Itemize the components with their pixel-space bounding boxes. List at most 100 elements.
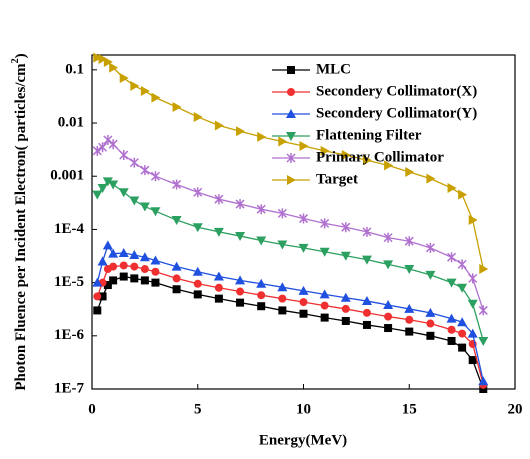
y-tick-label: 1E-7 (54, 380, 85, 396)
marker (129, 250, 140, 260)
legend-marker (286, 153, 296, 163)
marker (478, 305, 488, 316)
legend-label: Target (316, 171, 358, 187)
marker (92, 190, 103, 200)
marker (98, 53, 108, 64)
y-tick-label: 0.01 (58, 114, 84, 130)
marker (405, 315, 414, 324)
legend-label: Primary Collimator (316, 149, 444, 165)
marker (405, 327, 414, 336)
marker (193, 187, 203, 198)
legend-marker (286, 109, 296, 118)
marker (103, 134, 113, 145)
marker (468, 215, 478, 226)
marker (425, 242, 435, 253)
y-axis-label: Photon Fluence per Incident Electron( pa… (10, 53, 29, 390)
marker (109, 62, 119, 73)
marker (108, 180, 119, 190)
marker (447, 183, 457, 194)
marker (213, 271, 224, 281)
marker (299, 309, 308, 318)
marker (214, 194, 224, 205)
marker (257, 291, 266, 300)
marker (478, 336, 489, 346)
marker (172, 285, 181, 294)
marker (468, 273, 478, 284)
marker (151, 92, 161, 103)
marker (109, 262, 118, 271)
marker (151, 267, 160, 276)
marker (118, 188, 129, 198)
marker (277, 282, 288, 292)
x-tick-label: 20 (508, 401, 523, 417)
marker (362, 226, 372, 237)
marker (139, 252, 150, 262)
marker (109, 276, 118, 285)
marker (130, 262, 139, 271)
y-tick-label: 0.001 (50, 168, 84, 184)
marker (108, 248, 119, 258)
marker (384, 160, 394, 171)
marker (103, 57, 113, 68)
marker (214, 294, 223, 303)
marker (140, 276, 149, 285)
marker (277, 208, 287, 219)
marker (426, 331, 435, 340)
marker (92, 145, 102, 156)
marker (457, 259, 467, 270)
marker (458, 329, 467, 338)
marker (405, 167, 415, 178)
marker (478, 376, 489, 386)
marker (92, 277, 103, 287)
marker (383, 232, 393, 243)
marker (383, 260, 394, 270)
marker (192, 266, 203, 276)
marker (384, 312, 393, 321)
marker (172, 102, 182, 113)
legend-marker (287, 88, 295, 96)
marker (458, 189, 468, 200)
marker (140, 265, 149, 274)
legend-marker (286, 132, 296, 141)
marker (277, 240, 288, 250)
marker (236, 298, 245, 307)
marker (340, 251, 351, 261)
marker (320, 313, 329, 322)
marker (298, 213, 309, 224)
marker (235, 275, 246, 285)
x-axis-label: Energy(MeV) (259, 432, 347, 448)
marker (426, 319, 435, 328)
marker (256, 236, 267, 246)
marker (119, 73, 129, 84)
marker (130, 80, 140, 91)
marker (213, 227, 224, 237)
x-tick-label: 10 (296, 401, 311, 417)
marker (425, 307, 436, 317)
marker (404, 265, 415, 275)
marker (129, 196, 140, 206)
marker (108, 139, 118, 150)
marker (404, 303, 415, 313)
marker (103, 281, 112, 290)
marker (129, 157, 139, 168)
marker (150, 171, 160, 182)
marker (479, 264, 489, 275)
y-tick-label: 1E-5 (54, 274, 84, 290)
marker (140, 165, 150, 176)
marker (320, 301, 329, 310)
marker (446, 278, 457, 288)
legend-marker (287, 66, 295, 74)
marker (93, 52, 103, 63)
marker (447, 252, 457, 263)
marker (362, 308, 371, 317)
y-tick-label: 0.1 (65, 61, 84, 77)
marker (341, 316, 350, 325)
marker (193, 111, 203, 122)
marker (150, 255, 161, 265)
marker (278, 306, 287, 315)
marker (341, 304, 350, 313)
marker (467, 328, 478, 338)
marker (235, 232, 246, 242)
marker (102, 177, 113, 187)
